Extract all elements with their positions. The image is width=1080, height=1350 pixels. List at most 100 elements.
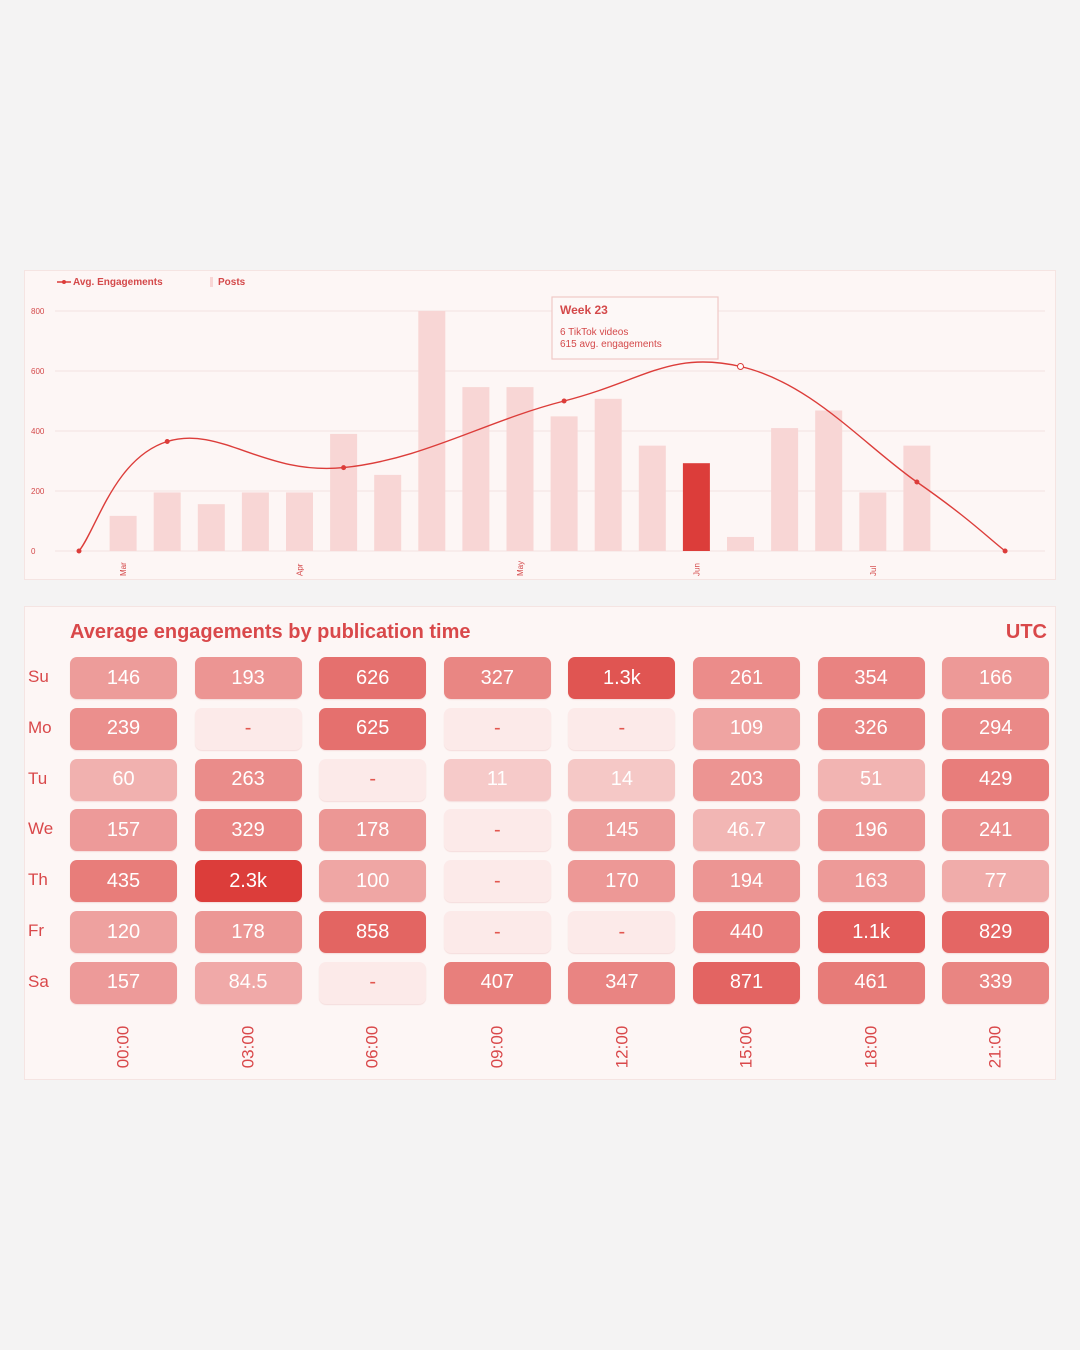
heatmap-cell[interactable]: 145 (568, 809, 676, 852)
heatmap-cell[interactable]: 326 (817, 707, 925, 750)
heatmap-cell[interactable]: 429 (942, 758, 1050, 801)
line-point (1002, 548, 1008, 554)
heatmap-cell[interactable]: 329 (194, 809, 302, 852)
hour-label: 18:00 (861, 1025, 881, 1068)
heatmap-cell[interactable]: - (319, 961, 427, 1004)
x-month-label: Jun (692, 563, 701, 576)
bar (286, 492, 313, 551)
heatmap-cell[interactable]: 109 (693, 707, 800, 750)
bar (418, 311, 446, 551)
heatmap-cell[interactable]: 170 (568, 860, 676, 903)
heatmap-cell[interactable]: 239 (70, 707, 177, 750)
line-point (76, 548, 82, 554)
heatmap-cell[interactable]: 11 (443, 758, 551, 801)
bar (859, 492, 887, 551)
heatmap-cell[interactable]: 120 (70, 911, 177, 953)
day-label: Su (28, 667, 49, 686)
bar (241, 492, 269, 551)
heatmap-cell[interactable]: 163 (817, 860, 925, 903)
x-month-label: Apr (296, 563, 305, 576)
heatmap-cell[interactable]: - (568, 707, 676, 750)
heatmap-cell[interactable]: 100 (319, 860, 427, 903)
heatmap-cell[interactable]: 435 (70, 860, 177, 903)
legend-line-dot (62, 280, 66, 284)
hour-label: 06:00 (362, 1025, 382, 1068)
engagement-chart: 0 200 400 600 800 Avg. Engagements Posts Mar Apr… (31, 277, 1045, 576)
heatmap-cell[interactable]: 178 (319, 809, 427, 852)
heatmap-cell[interactable]: 84.5 (194, 961, 302, 1004)
bar (550, 416, 578, 551)
heatmap-cell[interactable]: 194 (693, 860, 800, 903)
heatmap-cell[interactable]: 858 (319, 911, 427, 953)
heatmap-cell[interactable]: - (568, 911, 676, 953)
heatmap-cell[interactable]: 294 (942, 707, 1050, 750)
y-tick-label: 200 (31, 487, 45, 496)
hour-label: 09:00 (487, 1025, 507, 1068)
heatmap-cell[interactable]: 193 (194, 657, 302, 699)
day-label: We (28, 819, 54, 839)
heatmap-cell[interactable]: - (443, 809, 551, 852)
hour-label: 15:00 (736, 1025, 756, 1068)
line-point (561, 398, 567, 404)
heatmap-panel: Average engagements by publication time … (24, 606, 1056, 1080)
bar (815, 410, 843, 551)
hour-label: 03:00 (238, 1025, 258, 1068)
bar (462, 387, 490, 551)
day-label: Mo (28, 717, 52, 737)
heatmap-cell[interactable]: 263 (194, 758, 302, 801)
heatmap-cell[interactable]: 625 (319, 707, 427, 750)
heatmap-cell[interactable]: - (194, 707, 302, 750)
heatmap-cell[interactable]: 60 (70, 758, 177, 801)
heatmap-title: Average engagements by publication time (70, 621, 471, 643)
heatmap-cell[interactable]: 829 (942, 911, 1050, 953)
day-label: Tu (28, 768, 48, 788)
heatmap-cell[interactable]: 241 (942, 809, 1050, 852)
heatmap-cell[interactable]: 178 (194, 911, 302, 953)
heatmap-cell[interactable]: 327 (443, 657, 551, 699)
heatmap-cell[interactable]: 407 (443, 961, 551, 1004)
heatmap-cell[interactable]: 157 (70, 961, 177, 1004)
heatmap-cell[interactable]: 354 (817, 657, 925, 699)
tooltip-title: Week 23 (560, 303, 608, 317)
bar (771, 428, 799, 551)
bar (330, 433, 358, 551)
bar (903, 445, 931, 551)
line-point (914, 479, 920, 485)
heatmap-cell[interactable]: 440 (693, 911, 800, 953)
heatmap-cell[interactable]: 1.3k (568, 657, 676, 699)
heatmap-cell[interactable]: 196 (817, 809, 925, 852)
heatmap-cell[interactable]: 203 (693, 758, 800, 801)
heatmap-cell[interactable]: - (443, 707, 551, 750)
y-tick-label: 0 (31, 547, 36, 556)
hour-label: 00:00 (113, 1025, 133, 1068)
heatmap-cell[interactable]: 77 (942, 860, 1050, 903)
heatmap-cell[interactable]: 1.1k (817, 911, 925, 953)
bar (197, 504, 225, 551)
timezone-label[interactable]: UTC (1005, 621, 1047, 643)
heatmap-cell[interactable]: 339 (942, 961, 1050, 1004)
heatmap-cell[interactable]: 166 (942, 657, 1050, 699)
bar (374, 474, 402, 551)
heatmap-cell[interactable]: - (319, 758, 427, 801)
heatmap-cell[interactable]: 871 (693, 961, 800, 1004)
y-tick-label: 400 (31, 427, 45, 436)
day-label: Fr (28, 921, 45, 940)
heatmap-cell[interactable]: - (443, 911, 551, 953)
heatmap-cell[interactable]: 46.7 (693, 809, 800, 852)
heatmap-cell[interactable]: 2.3k (194, 860, 302, 903)
engagement-chart-panel: 0 200 400 600 800 Avg. Engagements Posts Mar Apr… (24, 270, 1056, 580)
line-point (164, 439, 170, 444)
x-month-label: May (516, 561, 525, 576)
line-point (737, 363, 744, 370)
y-tick-label: 600 (31, 367, 45, 376)
legend-avg-engagements: Avg. Engagements (73, 277, 163, 288)
heatmap-cell[interactable]: 146 (70, 657, 177, 699)
heatmap-cell[interactable]: 51 (817, 758, 925, 801)
heatmap-cell[interactable]: 261 (693, 657, 800, 699)
heatmap-cell[interactable]: 461 (817, 961, 925, 1004)
heatmap-cell[interactable]: - (443, 860, 551, 903)
heatmap-cell[interactable]: 347 (568, 961, 676, 1004)
heatmap-cell[interactable]: 14 (568, 758, 676, 801)
heatmap-cell[interactable]: 626 (319, 657, 427, 699)
heatmap-cell[interactable]: 157 (70, 809, 177, 852)
